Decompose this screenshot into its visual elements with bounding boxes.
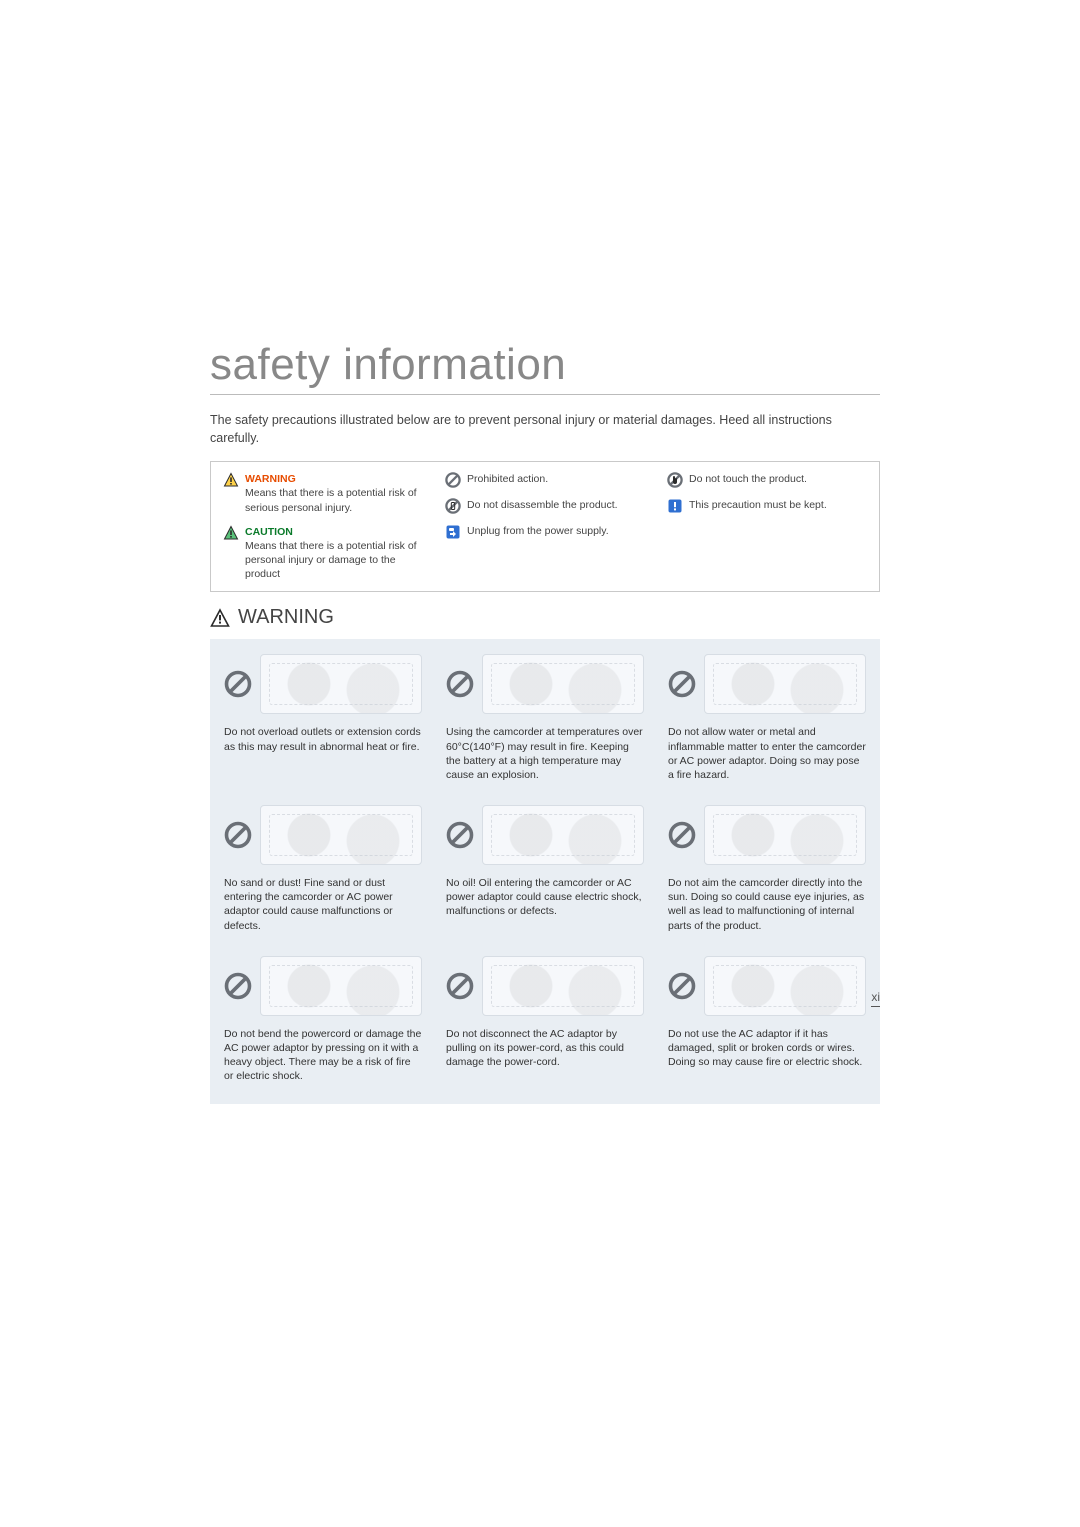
prohibit-icon — [446, 972, 474, 1000]
prohibit-icon — [224, 972, 252, 1000]
warning-cell: Do not use the AC adaptor if it has dama… — [668, 951, 866, 1084]
warning-cell: Do not allow water or metal and inflamma… — [668, 649, 866, 782]
legend-warning-label: WARNING — [245, 473, 296, 485]
warning-text: Do not allow water or metal and inflamma… — [668, 725, 866, 782]
sketch-placeholder — [260, 805, 422, 865]
warning-illustration — [446, 800, 644, 870]
notouch-icon — [667, 472, 683, 488]
warning-text: Using the camcorder at temperatures over… — [446, 725, 644, 782]
warning-text: Do not overload outlets or extension cor… — [224, 725, 422, 753]
sketch-placeholder — [260, 654, 422, 714]
manual-page: safety information The safety precaution… — [0, 0, 1080, 1104]
legend-col-3: Do not touch the product. This precautio… — [667, 472, 867, 581]
warning-cell: Do not aim the camcorder directly into t… — [668, 800, 866, 933]
sketch-placeholder — [482, 654, 644, 714]
warning-cell: Do not overload outlets or extension cor… — [224, 649, 422, 782]
warning-heading-text: WARNING — [238, 606, 334, 629]
warning-cell: Do not disconnect the AC adaptor by pull… — [446, 951, 644, 1084]
legend-col-2: Prohibited action. Do not disassemble th… — [445, 472, 645, 581]
sketch-placeholder — [482, 956, 644, 1016]
legend-unplug: Unplug from the power supply. — [445, 524, 645, 540]
legend-prohibit-text: Prohibited action. — [467, 472, 645, 486]
sketch-placeholder — [704, 956, 866, 1016]
sketch-placeholder — [704, 805, 866, 865]
warning-text: Do not disconnect the AC adaptor by pull… — [446, 1027, 644, 1070]
legend-unplug-text: Unplug from the power supply. — [467, 524, 645, 538]
warning-illustration — [446, 649, 644, 719]
legend-keep-text: This precaution must be kept. — [689, 498, 867, 512]
page-number: xi — [871, 990, 880, 1007]
legend-warning-text: Means that there is a potential risk of … — [245, 487, 417, 513]
disassemble-icon — [445, 498, 461, 514]
warning-text: No oil! Oil entering the camcorder or AC… — [446, 876, 644, 919]
warning-text: Do not bend the powercord or damage the … — [224, 1027, 422, 1084]
legend-col-1: WARNING Means that there is a potential … — [223, 472, 423, 581]
prohibit-icon — [224, 670, 252, 698]
legend-box: WARNING Means that there is a potential … — [210, 461, 880, 592]
intro-text: The safety precautions illustrated below… — [210, 411, 880, 447]
legend-notouch-text: Do not touch the product. — [689, 472, 867, 486]
warning-illustration — [446, 951, 644, 1021]
prohibit-icon — [224, 821, 252, 849]
warning-illustration — [224, 800, 422, 870]
warning-text: Do not aim the camcorder directly into t… — [668, 876, 866, 933]
legend-disassemble-text: Do not disassemble the product. — [467, 498, 645, 512]
page-title: safety information — [210, 340, 880, 395]
keep-icon — [667, 498, 683, 514]
warning-cell: No oil! Oil entering the camcorder or AC… — [446, 800, 644, 933]
warning-triangle-icon — [223, 472, 239, 488]
legend-disassemble: Do not disassemble the product. — [445, 498, 645, 514]
prohibit-icon — [446, 670, 474, 698]
prohibit-icon — [668, 821, 696, 849]
prohibit-icon — [446, 821, 474, 849]
legend-notouch: Do not touch the product. — [667, 472, 867, 488]
caution-triangle-icon — [223, 525, 239, 541]
sketch-placeholder — [260, 956, 422, 1016]
legend-warning: WARNING Means that there is a potential … — [223, 472, 423, 515]
warning-illustration — [668, 800, 866, 870]
warning-cell: Do not bend the powercord or damage the … — [224, 951, 422, 1084]
unplug-icon — [445, 524, 461, 540]
legend-caution-text: Means that there is a potential risk of … — [245, 540, 417, 580]
warning-illustration — [668, 951, 866, 1021]
sketch-placeholder — [482, 805, 644, 865]
warning-text: Do not use the AC adaptor if it has dama… — [668, 1027, 866, 1070]
legend-prohibit: Prohibited action. — [445, 472, 645, 488]
sketch-placeholder — [704, 654, 866, 714]
prohibit-icon — [445, 472, 461, 488]
legend-caution: CAUTION Means that there is a potential … — [223, 525, 423, 582]
warning-heading: WARNING — [210, 606, 880, 629]
legend-caution-label: CAUTION — [245, 526, 293, 538]
warning-illustration — [668, 649, 866, 719]
warning-cell: No sand or dust! Fine sand or dust enter… — [224, 800, 422, 933]
warning-outline-icon — [210, 608, 230, 628]
warning-cell: Using the camcorder at temperatures over… — [446, 649, 644, 782]
legend-keep: This precaution must be kept. — [667, 498, 867, 514]
prohibit-icon — [668, 972, 696, 1000]
warning-text: No sand or dust! Fine sand or dust enter… — [224, 876, 422, 933]
warning-illustration — [224, 649, 422, 719]
prohibit-icon — [668, 670, 696, 698]
warning-grid: Do not overload outlets or extension cor… — [210, 639, 880, 1103]
warning-illustration — [224, 951, 422, 1021]
